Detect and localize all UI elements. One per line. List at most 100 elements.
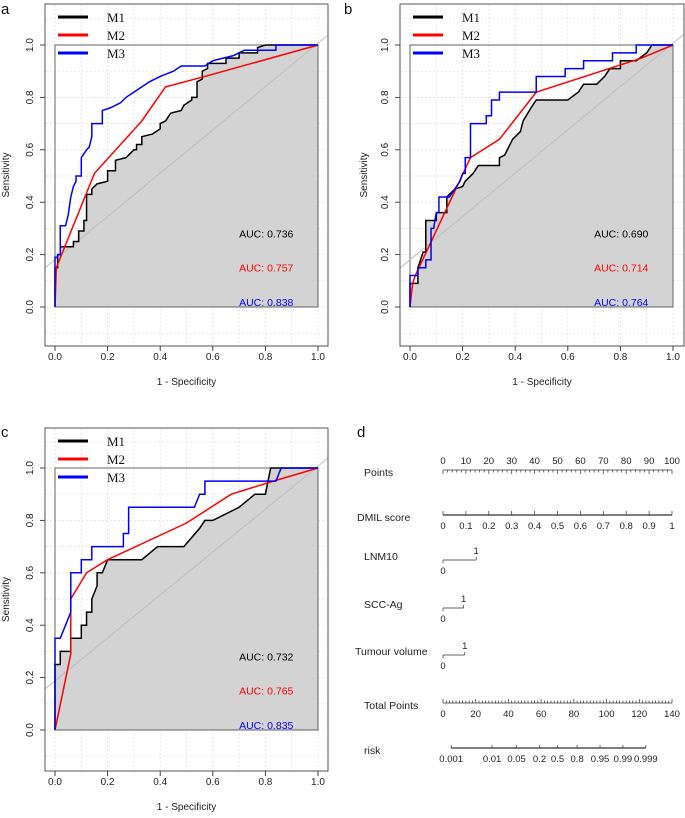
nomogram-row-label: DMIL score bbox=[357, 512, 410, 524]
nomogram-tick-label: 0.99 bbox=[614, 754, 633, 765]
nomogram-tick-label: 80 bbox=[621, 456, 632, 467]
legend-label-m3: M3 bbox=[107, 46, 125, 61]
auc-label-m3: AUC: 0.835 bbox=[239, 720, 293, 732]
x-tick-label: 0.2 bbox=[101, 777, 115, 788]
nomogram-row-points: Points 0 10 20 30 40 50 60 70 80 90 100 bbox=[364, 456, 680, 479]
auc-label-m1: AUC: 0.732 bbox=[239, 652, 293, 664]
x-tick-label: 0.4 bbox=[508, 352, 522, 363]
auc-area-m1 bbox=[55, 45, 318, 307]
x-tick-label: 0.6 bbox=[206, 777, 220, 788]
nomogram-level-label: 1 bbox=[474, 546, 479, 557]
nomogram-tick-label: 0.05 bbox=[507, 754, 526, 765]
nomogram-tick-label: 140 bbox=[664, 709, 680, 720]
legend-label-m2: M2 bbox=[107, 28, 125, 43]
roc-curve-m3 bbox=[54, 44, 318, 307]
roc-panel-b: b 0.0 0.2 0.4 0.6 0.8 1.0 0.0 0.2 0.4 0.6 0.8 1.0 1 -… bbox=[344, 1, 685, 388]
x-axis-label: 1 - Specificity bbox=[157, 802, 216, 813]
y-tick-label: 0.2 bbox=[380, 247, 391, 261]
x-tick-label: 0.4 bbox=[153, 352, 167, 363]
auc-label-m1: AUC: 0.736 bbox=[239, 229, 293, 241]
nomogram-tick-label: 40 bbox=[503, 709, 514, 720]
nomogram-tick-label: 0.001 bbox=[439, 754, 463, 765]
legend: M1 M2 M3 bbox=[413, 10, 480, 61]
y-tick-label: 0.4 bbox=[380, 195, 391, 209]
unit-square-bottom-right bbox=[54, 467, 319, 731]
roc-panel-c: c 0.0 0.2 0.4 0.6 0.8 1.0 0.0 0.2 0.4 0.6 0.8 1.0 1 -… bbox=[1, 424, 329, 813]
x-tick-label: 0.8 bbox=[613, 352, 627, 363]
roc-curve-m2 bbox=[54, 467, 319, 731]
nomogram-tick-label: 0.7 bbox=[597, 521, 610, 532]
plot-frame bbox=[399, 3, 685, 347]
plot-frame bbox=[44, 427, 329, 772]
y-tick-label: 1.0 bbox=[25, 461, 36, 475]
roc-panel-a: a 0.0 0.2 0.4 0.6 0.8 1.0 0.0 0.2 0.4 0.6 0.8 1.0 1 -… bbox=[1, 1, 329, 388]
nomogram-row-label: Total Points bbox=[364, 700, 418, 712]
nomogram-tick-label: 0 bbox=[440, 456, 445, 467]
y-tick-label: 0.8 bbox=[25, 90, 36, 104]
y-axis-label: Sensitivity bbox=[1, 577, 12, 622]
legend-label-m1: M1 bbox=[462, 10, 480, 25]
y-tick-label: 0.6 bbox=[380, 142, 391, 156]
nomogram-row-label: Tumour volume bbox=[355, 646, 428, 658]
nomogram-level-label: 1 bbox=[461, 594, 466, 605]
x-tick-label: 0.8 bbox=[258, 352, 272, 363]
panel-letter: c bbox=[1, 424, 9, 441]
diagonal-reference-line bbox=[399, 33, 685, 269]
x-tick-label: 1.0 bbox=[311, 777, 325, 788]
nomogram-tick-label: 1 bbox=[669, 521, 674, 532]
nomogram-tick-label: 60 bbox=[575, 456, 586, 467]
nomogram-tick-label: 40 bbox=[529, 456, 540, 467]
nomogram-tick-label: 20 bbox=[470, 709, 481, 720]
nomogram-row-lnm10: LNM10 0 1 bbox=[364, 546, 479, 577]
x-axis-label: 1 - Specificity bbox=[157, 377, 216, 388]
x-tick-label: 0.0 bbox=[403, 352, 417, 363]
nomogram-row-dmil-score: DMIL score 0 0.1 0.2 0.3 0.4 0.5 0.6 0.7 0.8 0.9 1 bbox=[357, 511, 675, 532]
nomogram-row-tumour-volume: Tumour volume 0 1 bbox=[355, 641, 467, 672]
legend-label-m1: M1 bbox=[107, 434, 125, 449]
y-tick-label: 0.4 bbox=[25, 618, 36, 632]
nomogram-row-risk: risk 0.001 0.01 0.05 0.2 0.5 0.8 0.95 0.99 0.999 bbox=[364, 745, 658, 765]
nomogram-level-label: 0 bbox=[440, 661, 445, 672]
legend-label-m2: M2 bbox=[462, 28, 480, 43]
auc-label-m2: AUC: 0.714 bbox=[594, 263, 648, 275]
x-tick-label: 0.2 bbox=[101, 352, 115, 363]
nomogram-row-label: Points bbox=[364, 467, 393, 479]
panel-letter: d bbox=[357, 424, 365, 441]
x-tick-label: 0.6 bbox=[561, 352, 575, 363]
nomogram-tick-label: 0 bbox=[440, 521, 445, 532]
y-tick-label: 0.6 bbox=[25, 565, 36, 579]
nomogram-tick-label: 20 bbox=[484, 456, 495, 467]
nomogram-tick-label: 0.2 bbox=[482, 521, 495, 532]
y-tick-label: 0.0 bbox=[25, 723, 36, 737]
y-tick-label: 0.6 bbox=[25, 142, 36, 156]
auc-area-m1 bbox=[55, 468, 318, 730]
nomogram-row-label: risk bbox=[364, 745, 381, 757]
nomogram-tick-label: 50 bbox=[552, 456, 563, 467]
auc-label-m3: AUC: 0.838 bbox=[239, 297, 293, 309]
legend: M1 M2 M3 bbox=[58, 10, 125, 61]
nomogram-tick-label: 0.01 bbox=[483, 754, 502, 765]
diagonal-reference-line bbox=[44, 34, 329, 269]
nomogram-level-label: 0 bbox=[440, 566, 445, 577]
roc-curve-m2 bbox=[409, 44, 674, 308]
auc-area-m1 bbox=[410, 45, 673, 307]
auc-label-m1: AUC: 0.690 bbox=[594, 229, 648, 241]
nomogram-tick-label: 120 bbox=[631, 709, 647, 720]
x-tick-label: 0.4 bbox=[153, 777, 167, 788]
nomogram-tick-label: 0.1 bbox=[459, 521, 472, 532]
y-tick-label: 0.0 bbox=[25, 300, 36, 314]
x-tick-label: 0.0 bbox=[48, 777, 62, 788]
nomogram-tick-label: 90 bbox=[644, 456, 655, 467]
roc-curve-m3 bbox=[54, 467, 318, 730]
y-tick-label: 0.2 bbox=[25, 247, 36, 261]
nomogram-tick-label: 0.5 bbox=[551, 521, 564, 532]
y-tick-label: 0.8 bbox=[380, 90, 391, 104]
legend-label-m2: M2 bbox=[107, 452, 125, 467]
nomogram-tick-label: 30 bbox=[506, 456, 517, 467]
plot-frame bbox=[44, 3, 329, 347]
y-tick-label: 0.2 bbox=[25, 670, 36, 684]
nomogram-tick-label: 10 bbox=[461, 456, 472, 467]
legend-label-m3: M3 bbox=[107, 470, 125, 485]
